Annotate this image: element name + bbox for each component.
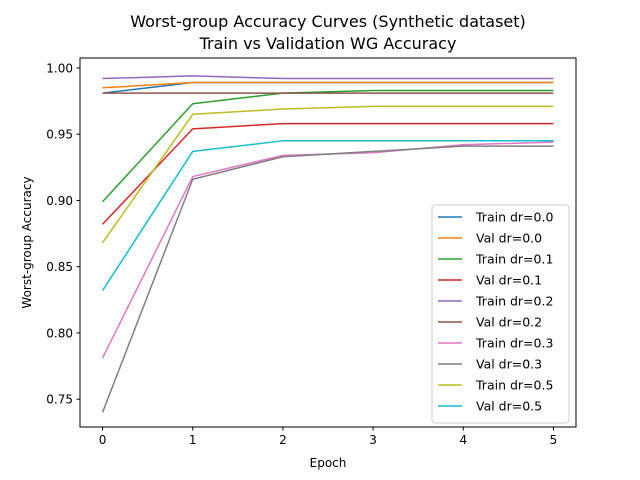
series-line-9 <box>101 140 554 291</box>
y-axis-label: Worst-group Accuracy <box>20 176 34 308</box>
legend: Train dr=0.0 Val dr=0.0 Train dr=0.1 Val dr… <box>431 204 570 424</box>
x-tick-label: 1 <box>189 433 197 447</box>
legend-label-1: Val dr=0.0 <box>476 231 542 246</box>
legend-label-2: Train dr=0.1 <box>475 252 553 267</box>
plot-frame <box>79 57 577 428</box>
legend-box <box>431 204 570 424</box>
legend-label-4: Train dr=0.2 <box>475 294 553 309</box>
series-line-3 <box>102 122 554 225</box>
y-tick-label: 0.85 <box>46 260 73 274</box>
y-tick-label: 1.00 <box>46 61 73 75</box>
legend-label-0: Train dr=0.0 <box>475 210 553 225</box>
x-axis-label: Epoch <box>310 456 347 470</box>
x-axis-ticks: 0 1 2 3 4 5 <box>99 427 558 447</box>
y-tick-label: 0.95 <box>46 128 73 142</box>
y-tick-label: 0.90 <box>46 194 73 208</box>
series-line-1 <box>102 81 554 89</box>
series-line-7 <box>101 145 554 413</box>
x-tick-label: 4 <box>459 433 467 447</box>
legend-label-9: Val dr=0.5 <box>476 399 542 414</box>
chart-title: Worst-group Accuracy Curves (Synthetic d… <box>130 12 526 31</box>
x-tick-label: 0 <box>99 433 107 447</box>
legend-label-5: Val dr=0.2 <box>476 315 542 330</box>
x-tick-label: 5 <box>550 433 558 447</box>
legend-label-8: Train dr=0.5 <box>475 378 553 393</box>
series-line-4 <box>102 75 554 80</box>
legend-label-6: Train dr=0.3 <box>475 336 553 351</box>
x-tick-label: 2 <box>279 433 287 447</box>
plot-lines <box>101 75 554 413</box>
y-tick-label: 0.75 <box>46 393 73 407</box>
legend-label-3: Val dr=0.1 <box>476 273 542 288</box>
series-line-2 <box>101 89 554 203</box>
x-tick-label: 3 <box>369 433 377 447</box>
y-axis-ticks: 0.75 0.80 0.85 0.90 0.95 1.00 <box>46 61 80 407</box>
legend-label-7: Val dr=0.3 <box>476 357 542 372</box>
chart-subtitle: Train vs Validation WG Accuracy <box>199 34 457 53</box>
y-tick-label: 0.80 <box>46 326 73 340</box>
series-line-8 <box>101 105 554 244</box>
